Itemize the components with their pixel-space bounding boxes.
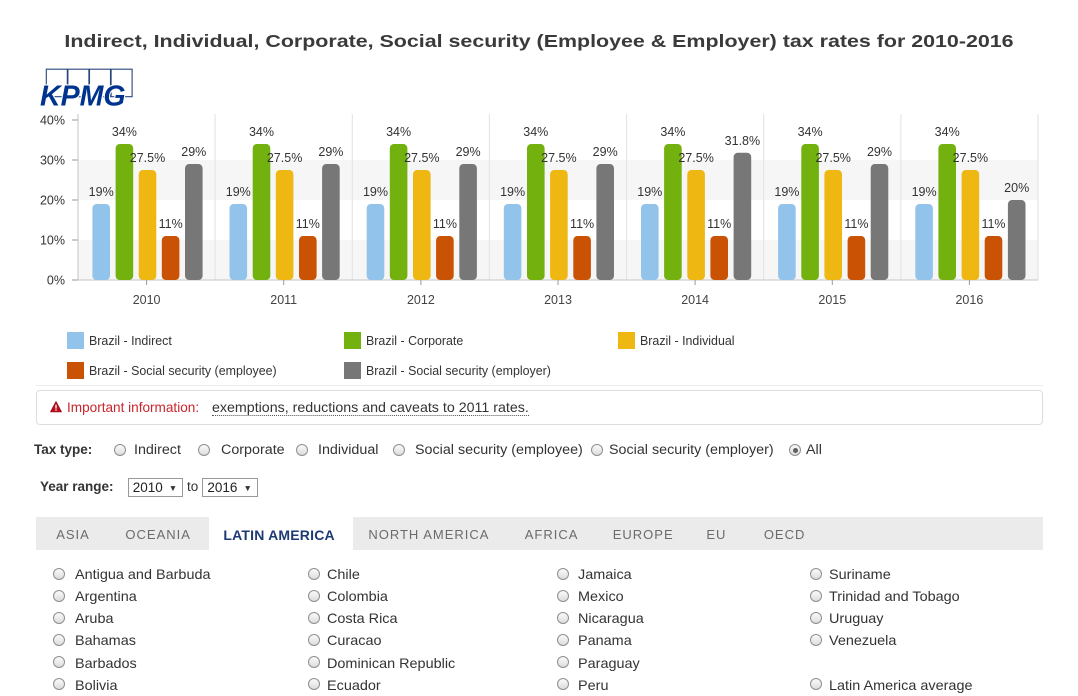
svg-text:34%: 34% [523,125,548,139]
svg-text:30%: 30% [40,154,65,168]
svg-text:2011: 2011 [270,293,297,307]
svg-text:27.5%: 27.5% [130,151,165,165]
svg-text:11%: 11% [433,217,457,231]
svg-text:19%: 19% [912,185,937,199]
svg-text:11%: 11% [844,217,868,231]
svg-text:34%: 34% [112,125,137,139]
svg-text:31.8%: 31.8% [725,134,760,148]
svg-text:19%: 19% [89,185,114,199]
svg-text:34%: 34% [935,125,960,139]
svg-text:34%: 34% [660,125,685,139]
svg-text:2012: 2012 [407,293,435,307]
svg-text:2013: 2013 [544,293,572,307]
svg-text:2016: 2016 [955,293,983,307]
svg-text:11%: 11% [296,217,320,231]
svg-text:20%: 20% [40,194,65,208]
svg-text:10%: 10% [40,234,65,248]
svg-text:27.5%: 27.5% [404,151,439,165]
svg-text:19%: 19% [774,185,799,199]
svg-text:19%: 19% [363,185,388,199]
svg-text:34%: 34% [798,125,823,139]
svg-text:34%: 34% [386,125,411,139]
svg-text:2014: 2014 [681,293,709,307]
svg-text:11%: 11% [981,217,1005,231]
svg-text:29%: 29% [318,145,343,159]
svg-text:27.5%: 27.5% [815,151,850,165]
svg-text:19%: 19% [226,185,251,199]
svg-text:11%: 11% [570,217,594,231]
svg-text:27.5%: 27.5% [678,151,713,165]
svg-text:19%: 19% [500,185,525,199]
svg-text:29%: 29% [867,145,892,159]
svg-text:27.5%: 27.5% [541,151,576,165]
svg-text:11%: 11% [159,217,183,231]
svg-text:20%: 20% [1004,181,1029,195]
svg-text:2010: 2010 [133,293,161,307]
svg-text:19%: 19% [637,185,662,199]
svg-text:29%: 29% [593,145,618,159]
svg-text:11%: 11% [707,217,731,231]
svg-text:29%: 29% [181,145,206,159]
svg-text:34%: 34% [249,125,274,139]
svg-text:27.5%: 27.5% [267,151,302,165]
svg-text:40%: 40% [40,114,65,128]
svg-text:0%: 0% [47,274,65,288]
svg-text:2015: 2015 [818,293,846,307]
svg-text:27.5%: 27.5% [953,151,988,165]
svg-text:29%: 29% [456,145,481,159]
